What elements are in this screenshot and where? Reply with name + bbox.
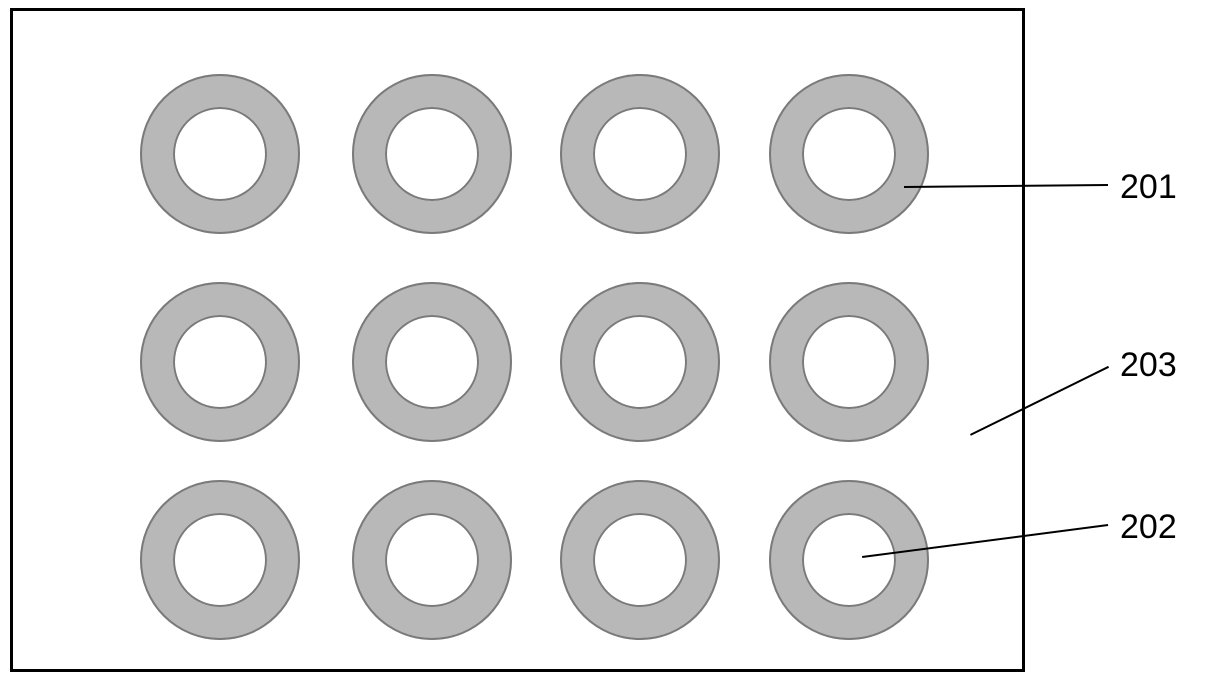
- ring-hole: [173, 107, 267, 201]
- ring: [560, 282, 720, 442]
- ring-hole: [173, 315, 267, 409]
- ring: [352, 480, 512, 640]
- ring-hole: [802, 513, 896, 607]
- ring: [352, 282, 512, 442]
- ring: [140, 282, 300, 442]
- ring: [560, 480, 720, 640]
- ring: [352, 74, 512, 234]
- ring: [140, 74, 300, 234]
- ring-hole: [593, 513, 687, 607]
- figure-canvas: 201 203 202: [0, 0, 1214, 683]
- ring-hole: [802, 315, 896, 409]
- ring-hole: [385, 513, 479, 607]
- ring: [560, 74, 720, 234]
- ring-hole: [385, 315, 479, 409]
- ring: [769, 282, 929, 442]
- ring-hole: [385, 107, 479, 201]
- ring: [140, 480, 300, 640]
- ring-hole: [802, 107, 896, 201]
- callout-label-202: 202: [1120, 508, 1177, 547]
- ring-hole: [593, 107, 687, 201]
- ring-hole: [173, 513, 267, 607]
- ring: [769, 480, 929, 640]
- ring: [769, 74, 929, 234]
- callout-label-201: 201: [1120, 168, 1177, 207]
- ring-hole: [593, 315, 687, 409]
- callout-label-203: 203: [1120, 346, 1177, 385]
